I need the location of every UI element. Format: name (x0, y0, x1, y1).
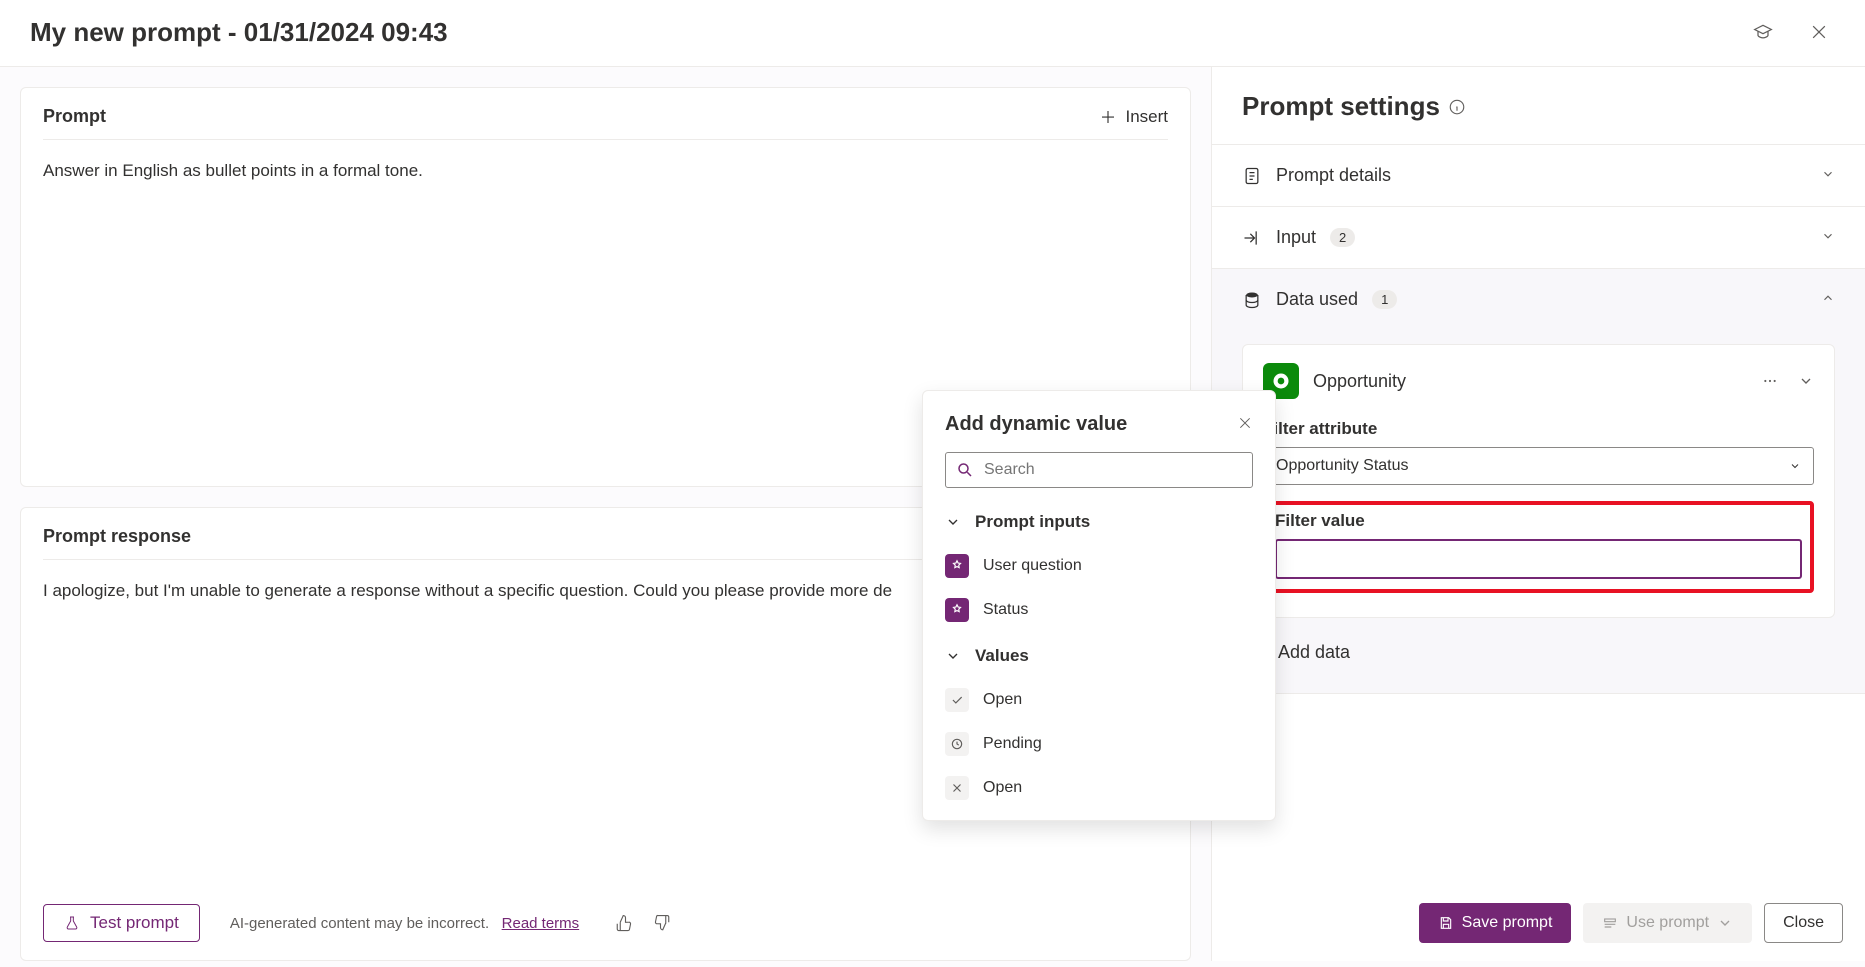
chevron-up-icon (1821, 291, 1835, 308)
opportunity-header: Opportunity (1263, 363, 1814, 399)
check-icon (945, 688, 969, 712)
popup-item-label: Pending (983, 735, 1042, 753)
prompt-card-title: Prompt (43, 106, 106, 127)
variable-icon (945, 598, 969, 622)
test-prompt-button[interactable]: Test prompt (43, 904, 200, 942)
input-icon (1242, 228, 1262, 248)
popup-item-label: User question (983, 557, 1082, 575)
chevron-down-icon (1821, 229, 1835, 246)
insert-button[interactable]: Insert (1099, 107, 1168, 127)
accordion-prompt-details[interactable]: Prompt details (1212, 144, 1865, 206)
popup-value-pending[interactable]: Pending (923, 722, 1275, 766)
add-data-label: Add data (1278, 642, 1350, 663)
thumbs-down-icon[interactable] (653, 914, 671, 932)
data-used-panel: Opportunity Filter attribute Opportunity… (1212, 330, 1865, 694)
popup-item-label: Open (983, 691, 1022, 709)
dynamic-value-popup: Add dynamic value Prompt inputs User que… (922, 390, 1276, 821)
graduation-icon[interactable] (1747, 16, 1779, 48)
popup-search[interactable] (945, 452, 1253, 488)
chevron-down-icon[interactable] (1798, 373, 1814, 389)
popup-item-label: Status (983, 601, 1028, 619)
disclaimer-text: AI-generated content may be incorrect. (230, 915, 489, 932)
chevron-down-icon (1789, 460, 1801, 472)
right-pane: Prompt settings Prompt details Input 2 D… (1211, 67, 1865, 961)
section-inputs-label: Prompt inputs (975, 512, 1090, 532)
chevron-down-icon (945, 514, 961, 530)
feedback-thumbs (615, 914, 671, 932)
thumbs-up-icon[interactable] (615, 914, 633, 932)
accordion-input[interactable]: Input 2 (1212, 206, 1865, 268)
header-actions (1747, 16, 1835, 48)
response-card-title: Prompt response (43, 526, 191, 547)
accordion-data-used[interactable]: Data used 1 (1212, 268, 1865, 330)
chevron-down-icon (1717, 915, 1733, 931)
chevron-down-icon (1821, 167, 1835, 184)
popup-value-open[interactable]: Open (923, 678, 1275, 722)
use-prompt-icon (1602, 915, 1618, 931)
popup-search-wrap (923, 452, 1275, 498)
save-prompt-label: Save prompt (1462, 914, 1553, 932)
use-prompt-label: Use prompt (1626, 914, 1709, 932)
prompt-details-label: Prompt details (1276, 165, 1391, 186)
insert-button-label: Insert (1125, 107, 1168, 127)
response-footer: Test prompt AI-generated content may be … (43, 890, 1168, 942)
document-icon (1242, 166, 1262, 186)
database-icon (1242, 290, 1262, 310)
clock-icon (945, 732, 969, 756)
prompt-text[interactable]: Answer in English as bullet points in a … (43, 158, 1168, 184)
popup-section-values[interactable]: Values (923, 632, 1275, 678)
opportunity-name: Opportunity (1313, 371, 1406, 392)
bottom-bar: Save prompt Use prompt Close (1212, 889, 1865, 961)
save-icon (1438, 915, 1454, 931)
test-prompt-label: Test prompt (90, 913, 179, 933)
section-values-label: Values (975, 646, 1029, 666)
popup-search-input[interactable] (984, 461, 1242, 479)
popup-item-status[interactable]: Status (923, 588, 1275, 632)
close-icon[interactable] (1803, 16, 1835, 48)
popup-value-open-2[interactable]: Open (923, 766, 1275, 810)
add-data-button[interactable]: Add data (1242, 618, 1835, 667)
filter-value-highlight: Filter value (1263, 501, 1814, 593)
x-icon (945, 776, 969, 800)
popup-section-inputs[interactable]: Prompt inputs (923, 498, 1275, 544)
popup-item-user-question[interactable]: User question (923, 544, 1275, 588)
filter-value-input[interactable] (1275, 539, 1802, 579)
filter-attribute-select[interactable]: Opportunity Status (1263, 447, 1814, 485)
save-prompt-button[interactable]: Save prompt (1419, 903, 1572, 943)
chevron-down-icon (945, 648, 961, 664)
disclaimer: AI-generated content may be incorrect. R… (230, 915, 579, 932)
input-count-badge: 2 (1330, 228, 1355, 247)
popup-header: Add dynamic value (923, 413, 1275, 452)
close-button-label: Close (1783, 914, 1824, 932)
settings-header: Prompt settings (1212, 67, 1865, 144)
filter-value-label: Filter value (1275, 511, 1802, 531)
popup-title: Add dynamic value (945, 413, 1127, 436)
use-prompt-button: Use prompt (1583, 903, 1752, 943)
search-icon (956, 461, 974, 479)
input-label: Input (1276, 227, 1316, 248)
data-used-label: Data used (1276, 289, 1358, 310)
close-button[interactable]: Close (1764, 903, 1843, 943)
opportunity-actions (1762, 373, 1814, 389)
page-header: My new prompt - 01/31/2024 09:43 (0, 0, 1865, 67)
settings-title: Prompt settings (1242, 91, 1440, 122)
prompt-card-header: Prompt Insert (43, 106, 1168, 140)
data-used-count-badge: 1 (1372, 290, 1397, 309)
filter-attribute-value: Opportunity Status (1276, 457, 1409, 475)
read-terms-link[interactable]: Read terms (502, 915, 580, 932)
variable-icon (945, 554, 969, 578)
page-title: My new prompt - 01/31/2024 09:43 (30, 17, 448, 48)
info-icon[interactable] (1448, 98, 1466, 116)
opportunity-card: Opportunity Filter attribute Opportunity… (1242, 344, 1835, 618)
popup-item-label: Open (983, 779, 1022, 797)
filter-attribute-label: Filter attribute (1263, 419, 1814, 439)
more-icon[interactable] (1762, 373, 1778, 389)
popup-close-button[interactable] (1237, 415, 1253, 434)
